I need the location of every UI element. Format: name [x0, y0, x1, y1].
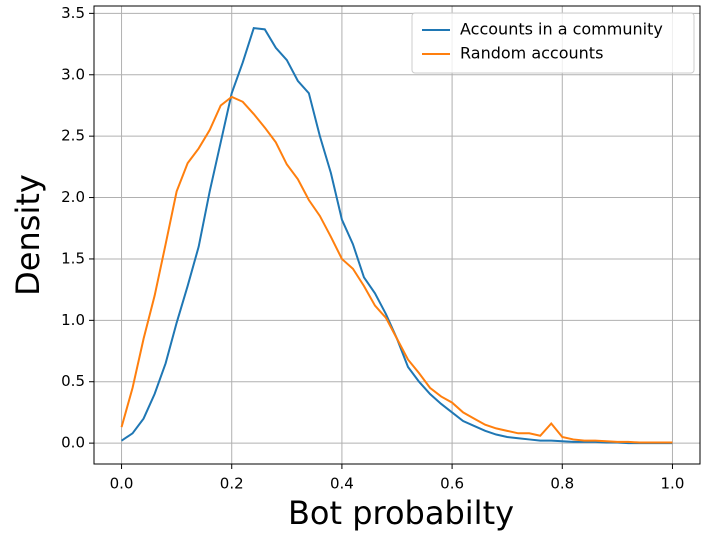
series-line — [120, 95, 673, 444]
y-axis-label: Density — [9, 174, 47, 296]
x-tick-label: 0.0 — [110, 475, 134, 493]
y-tick-label: 0.0 — [61, 434, 85, 452]
series-line — [120, 27, 673, 445]
y-tick-label: 1.0 — [61, 311, 85, 329]
axes-frame — [93, 5, 701, 465]
y-tick-label: 2.0 — [61, 188, 85, 206]
y-tick-label: 2.5 — [61, 127, 85, 145]
legend-box — [411, 12, 695, 74]
x-tick-label: 0.4 — [330, 475, 354, 493]
legend-label: Accounts in a community — [460, 20, 663, 39]
y-tick-label: 1.5 — [61, 249, 85, 267]
x-tick-label: 0.6 — [440, 475, 464, 493]
y-tick-label: 0.5 — [61, 372, 85, 390]
y-tick-label: 3.5 — [61, 4, 85, 22]
x-axis-label: Bot probabilty — [288, 494, 514, 532]
x-tick-label: 0.2 — [220, 475, 244, 493]
y-tick-label: 3.0 — [61, 65, 85, 83]
x-tick-label: 0.8 — [550, 475, 574, 493]
legend-label: Random accounts — [460, 44, 603, 63]
x-tick-label: 1.0 — [661, 475, 685, 493]
